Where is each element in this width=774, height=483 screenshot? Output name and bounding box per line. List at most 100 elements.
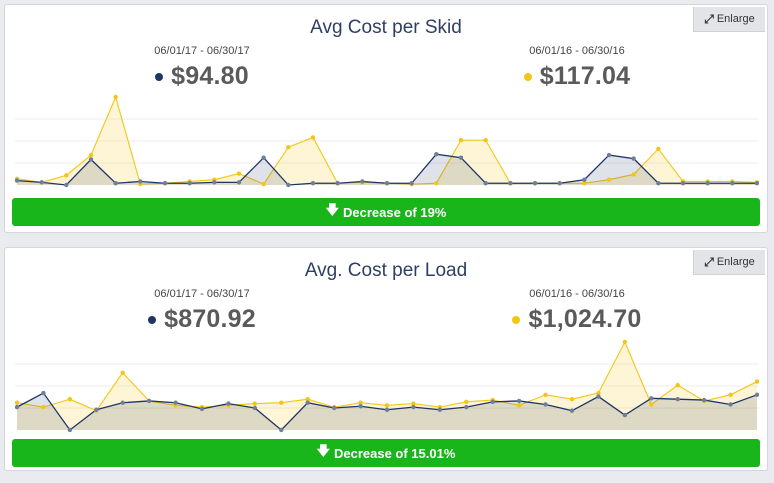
current-data-point	[649, 396, 654, 401]
enlarge-label: Enlarge	[716, 256, 755, 268]
prior-data-point	[88, 152, 94, 158]
card-title: Avg Cost per Skid	[310, 17, 462, 38]
current-data-point	[67, 427, 73, 433]
prior-data-point	[286, 144, 291, 150]
prior-data-point	[458, 137, 464, 143]
current-data-point	[15, 404, 20, 410]
prior-data-point	[596, 390, 601, 396]
prior-series-dot	[523, 72, 532, 81]
decrease-banner: 🡇 Decrease of 19%	[12, 198, 760, 226]
skid-cost-chart	[15, 94, 759, 188]
current-data-point	[305, 400, 310, 405]
prior-data-point	[754, 379, 759, 384]
enlarge-label: Enlarge	[716, 13, 755, 25]
current-data-point	[557, 181, 562, 186]
prior-data-point	[120, 370, 125, 375]
current-data-point	[582, 177, 587, 182]
current-data-point	[113, 181, 118, 186]
current-data-point	[730, 181, 735, 186]
prior-data-point	[434, 181, 439, 186]
avg-cost-per-load-card: Avg. Cost per Load ⤢ Enlarge 06/01/17 - …	[4, 247, 768, 471]
current-data-point	[286, 182, 291, 188]
prior-data-point	[113, 94, 118, 100]
enlarge-button[interactable]: ⤢ Enlarge	[693, 250, 765, 275]
prior-data-point	[279, 400, 284, 405]
prior-data-point	[261, 181, 266, 187]
current-data-point	[162, 181, 168, 186]
current-data-point	[680, 181, 686, 186]
prior-data-point	[483, 137, 488, 143]
current-series-area	[17, 154, 757, 185]
enlarge-button[interactable]: ⤢ Enlarge	[693, 7, 765, 32]
load-cost-chart	[15, 339, 759, 433]
current-series-dot	[148, 315, 157, 324]
card-title: Avg. Cost per Load	[304, 260, 468, 281]
current-data-point	[64, 182, 69, 188]
current-data-point	[754, 181, 759, 186]
prior-data-point	[411, 401, 416, 406]
prior-period-value: $117.04	[539, 62, 631, 90]
current-data-point	[631, 156, 636, 161]
current-data-point	[434, 152, 439, 157]
current-data-point	[261, 155, 266, 160]
prior-data-point	[15, 400, 20, 405]
current-data-point	[622, 412, 628, 418]
prior-period: 06/01/16 - 06/30/16 $1,024.70	[487, 288, 667, 334]
current-data-point	[409, 181, 414, 186]
current-data-point	[508, 181, 513, 186]
current-data-point	[187, 181, 192, 186]
current-data-point	[543, 402, 548, 407]
current-data-point	[728, 402, 733, 407]
prior-data-point	[606, 177, 612, 182]
current-period: 06/01/17 - 06/30/17 $94.80	[112, 45, 292, 91]
current-data-point	[199, 406, 205, 412]
current-data-point	[596, 394, 601, 399]
prior-data-point	[64, 173, 69, 178]
prior-data-point	[543, 392, 548, 397]
current-data-point	[384, 407, 390, 412]
current-data-point	[411, 404, 416, 410]
current-data-point	[490, 399, 495, 405]
current-data-point	[675, 397, 680, 402]
current-data-point	[173, 400, 178, 405]
prior-data-point	[310, 135, 316, 140]
prior-data-point	[649, 402, 654, 407]
current-data-point	[437, 407, 443, 412]
current-data-point	[358, 404, 363, 409]
current-data-point	[120, 400, 125, 405]
arrow-down-icon: 🡇	[316, 443, 330, 458]
prior-data-point	[656, 146, 661, 152]
current-data-point	[279, 427, 284, 433]
decrease-banner: 🡇 Decrease of 15.01%	[12, 439, 760, 467]
prior-data-point	[675, 382, 680, 388]
arrow-down-icon: 🡇	[325, 202, 340, 217]
current-data-point	[41, 390, 46, 396]
current-period-value: $94.80	[171, 62, 249, 90]
prior-data-point	[236, 171, 242, 176]
current-period-range: 06/01/17 - 06/30/17	[154, 288, 250, 300]
current-data-point	[236, 180, 242, 185]
current-data-point	[656, 181, 661, 186]
prior-period-value: $1,024.70	[528, 305, 642, 333]
current-data-point	[384, 181, 390, 186]
current-data-point	[226, 401, 231, 406]
avg-cost-per-skid-card: Avg Cost per Skid ⤢ Enlarge 06/01/17 - 0…	[4, 4, 768, 233]
prior-series-area	[17, 97, 757, 185]
prior-data-point	[631, 172, 636, 177]
banner-text: Decrease of 19%	[343, 204, 447, 220]
current-data-point	[754, 392, 759, 397]
prior-data-point	[67, 397, 73, 402]
current-series-dot	[155, 72, 164, 81]
current-data-point	[701, 397, 707, 403]
current-data-point	[569, 408, 575, 413]
prior-data-point	[569, 397, 575, 402]
prior-period-range: 06/01/16 - 06/30/16	[529, 288, 625, 300]
prior-data-point	[516, 403, 522, 408]
current-data-point	[39, 180, 44, 185]
prior-data-point	[582, 181, 587, 186]
current-data-point	[88, 157, 94, 162]
current-data-point	[335, 181, 340, 186]
current-data-point	[15, 178, 20, 183]
current-data-point	[331, 405, 337, 411]
prior-series-dot	[512, 315, 521, 324]
